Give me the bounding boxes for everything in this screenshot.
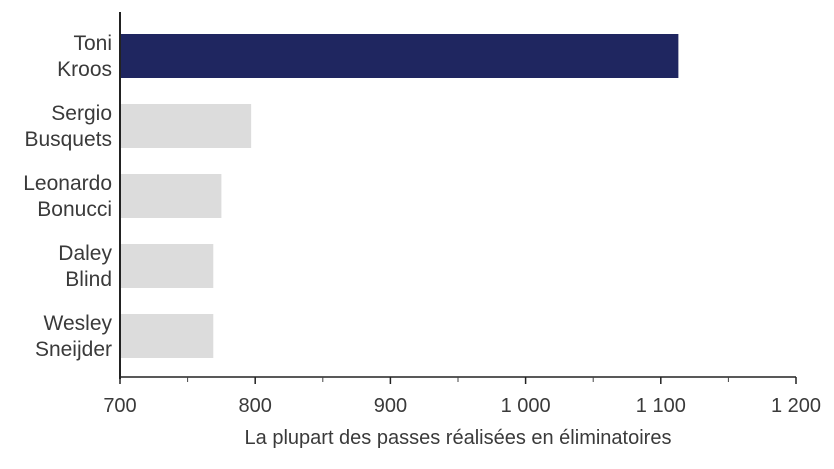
bar-3	[120, 244, 214, 288]
category-label-4: Wesley Sneijder	[35, 312, 113, 361]
bar-2	[120, 174, 222, 218]
category-label-line: Bonucci	[37, 198, 112, 221]
category-label-1: Sergio Busquets	[24, 102, 112, 151]
bars-group	[120, 34, 679, 358]
x-tick-label-0: 700	[103, 395, 136, 417]
category-label-line: Kroos	[57, 58, 112, 81]
category-label-3: Daley Blind	[58, 242, 112, 291]
x-axis-title: La plupart des passes réalisées en élimi…	[245, 427, 672, 449]
category-label-line: Busquets	[24, 128, 112, 151]
bar-1	[120, 104, 252, 148]
bar-0	[120, 34, 679, 78]
x-ticks-group: 700 800 900 1 000 1 100 1 200	[103, 377, 821, 417]
category-label-line: Toni	[73, 32, 112, 55]
x-tick-label-4: 1 100	[636, 395, 686, 417]
bar-4	[120, 314, 214, 358]
x-tick-label-5: 1 200	[771, 395, 821, 417]
x-tick-label-1: 800	[239, 395, 272, 417]
category-label-line: Sneijder	[35, 338, 112, 361]
category-label-0: Toni Kroos	[57, 32, 112, 81]
x-tick-label-2: 900	[374, 395, 407, 417]
category-label-line: Wesley	[44, 312, 113, 335]
category-label-line: Sergio	[51, 102, 112, 125]
x-tick-label-3: 1 000	[501, 395, 551, 417]
category-labels-group: Toni Kroos Sergio Busquets Leonardo Bonucci Da…	[23, 32, 112, 361]
category-label-line: Daley	[58, 242, 112, 265]
category-label-line: Blind	[65, 268, 112, 291]
category-label-line: Leonardo	[23, 172, 112, 195]
category-label-2: Leonardo Bonucci	[23, 172, 112, 221]
